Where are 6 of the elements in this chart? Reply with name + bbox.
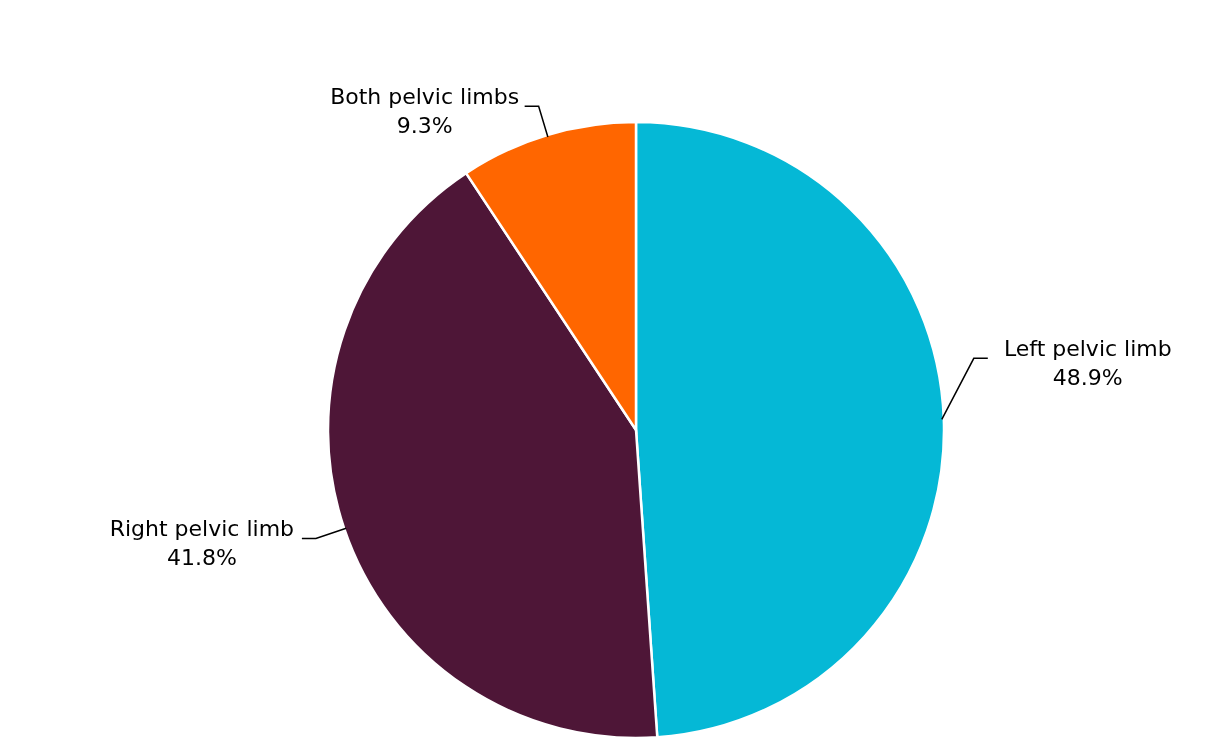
data-label: 48.9% <box>1052 365 1123 391</box>
slice-label: Both pelvic limbs <box>330 84 520 110</box>
data-label: 9.3% <box>396 113 453 139</box>
data-label: 41.8% <box>166 545 237 571</box>
slice-label: Right pelvic limb <box>109 516 295 542</box>
slice-label: Left pelvic limb <box>1003 336 1172 362</box>
